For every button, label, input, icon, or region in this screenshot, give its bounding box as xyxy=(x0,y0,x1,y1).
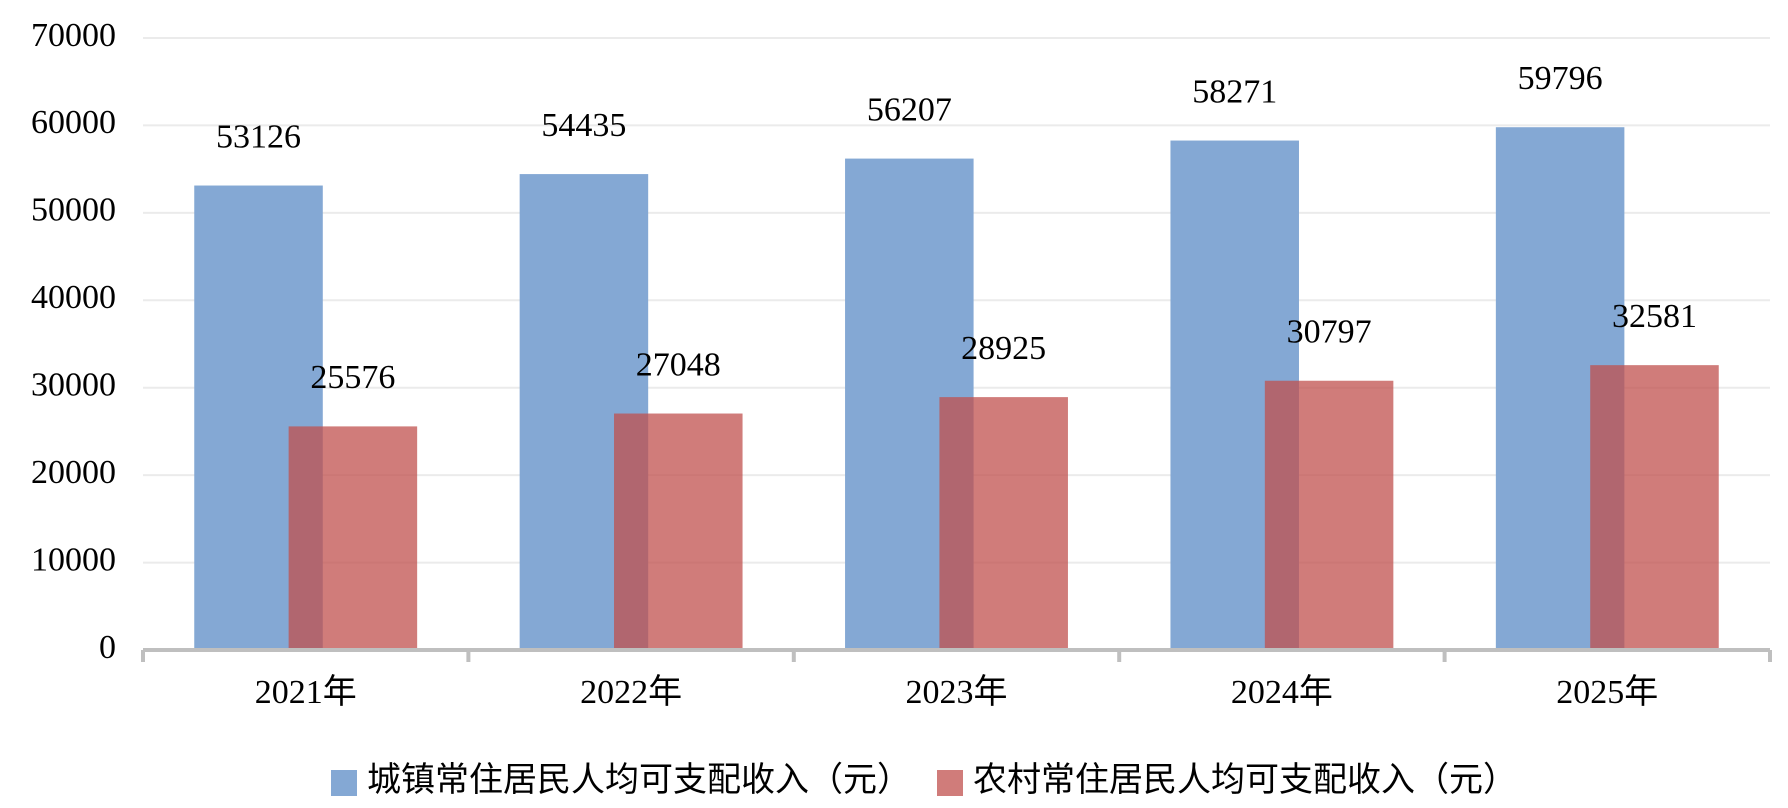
x-tick-label: 2022年 xyxy=(580,673,682,711)
y-tick-label: 50000 xyxy=(31,192,116,229)
legend-swatch xyxy=(331,770,357,796)
data-label: 27048 xyxy=(636,346,721,383)
y-tick-label: 70000 xyxy=(31,17,116,54)
y-tick-label: 40000 xyxy=(31,279,116,316)
data-label: 30797 xyxy=(1287,314,1372,351)
data-label: 58271 xyxy=(1192,73,1277,110)
y-tick-label: 30000 xyxy=(31,367,116,404)
x-tick-label: 2025年 xyxy=(1556,673,1658,711)
bar xyxy=(288,426,418,650)
data-label: 54435 xyxy=(541,107,626,144)
bar xyxy=(939,397,1068,650)
y-tick-label: 0 xyxy=(99,629,116,666)
legend-swatch xyxy=(937,770,963,796)
bar xyxy=(614,413,743,650)
y-tick-label: 20000 xyxy=(31,454,116,491)
data-label: 32581 xyxy=(1612,298,1697,335)
y-tick-label: 60000 xyxy=(31,104,116,141)
data-label: 59796 xyxy=(1518,60,1603,97)
bar xyxy=(1264,380,1394,650)
legend-label: 城镇常住居民人均可支配收入（元） xyxy=(367,761,911,799)
x-tick-label: 2021年 xyxy=(255,673,357,711)
x-tick-label: 2024年 xyxy=(1231,673,1333,711)
data-label: 56207 xyxy=(867,91,952,128)
bar xyxy=(1590,365,1719,650)
data-label: 53126 xyxy=(216,118,301,155)
x-tick-label: 2023年 xyxy=(906,673,1008,711)
data-label: 28925 xyxy=(961,330,1046,367)
legend-label: 农村常住居民人均可支配收入（元） xyxy=(973,761,1517,799)
y-tick-label: 10000 xyxy=(31,541,116,578)
data-label: 25576 xyxy=(310,359,395,396)
